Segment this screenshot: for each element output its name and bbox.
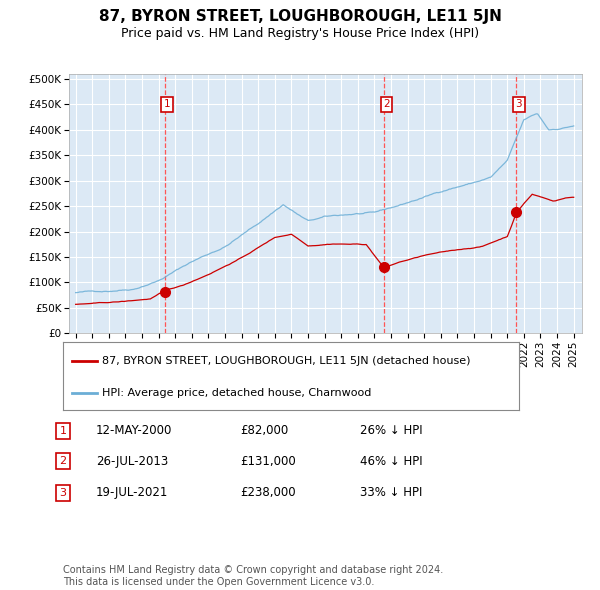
Text: £82,000: £82,000 [240,424,288,437]
Text: 26% ↓ HPI: 26% ↓ HPI [360,424,422,437]
Text: 3: 3 [59,488,67,497]
Text: 1: 1 [59,426,67,435]
Text: 26-JUL-2013: 26-JUL-2013 [96,455,168,468]
Text: 12-MAY-2000: 12-MAY-2000 [96,424,172,437]
Text: £238,000: £238,000 [240,486,296,499]
Text: £131,000: £131,000 [240,455,296,468]
Text: HPI: Average price, detached house, Charnwood: HPI: Average price, detached house, Char… [102,388,371,398]
Text: 19-JUL-2021: 19-JUL-2021 [96,486,169,499]
Text: Contains HM Land Registry data © Crown copyright and database right 2024.
This d: Contains HM Land Registry data © Crown c… [63,565,443,587]
Text: 46% ↓ HPI: 46% ↓ HPI [360,455,422,468]
Text: Price paid vs. HM Land Registry's House Price Index (HPI): Price paid vs. HM Land Registry's House … [121,27,479,40]
Text: 87, BYRON STREET, LOUGHBOROUGH, LE11 5JN: 87, BYRON STREET, LOUGHBOROUGH, LE11 5JN [98,9,502,24]
Text: 1: 1 [164,99,170,109]
Text: 87, BYRON STREET, LOUGHBOROUGH, LE11 5JN (detached house): 87, BYRON STREET, LOUGHBOROUGH, LE11 5JN… [102,356,470,366]
Text: 33% ↓ HPI: 33% ↓ HPI [360,486,422,499]
Text: 2: 2 [383,99,390,109]
Text: 2: 2 [59,457,67,466]
Text: 3: 3 [515,99,522,109]
